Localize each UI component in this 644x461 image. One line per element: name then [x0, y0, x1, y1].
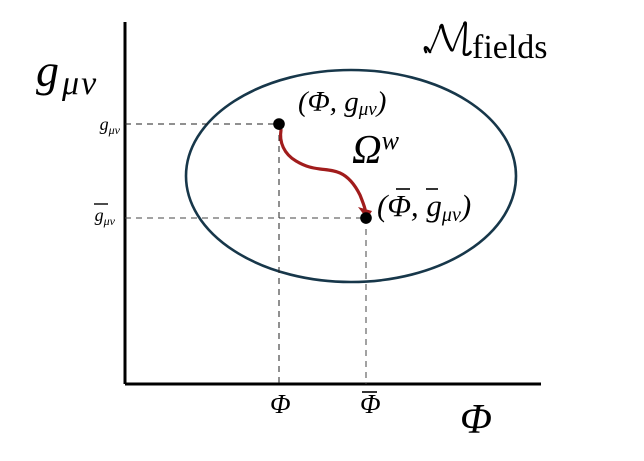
svg-text:Ωw: Ωw	[352, 126, 400, 172]
svg-text:Φ: Φ	[360, 389, 381, 419]
svg-text:Φ: Φ	[460, 397, 492, 443]
svg-text:gμν: gμν	[95, 205, 116, 228]
svg-text:(Φ, gμν): (Φ, gμν)	[298, 86, 386, 120]
svg-text:fields: fields	[472, 29, 548, 66]
svg-text:gμν: gμν	[36, 45, 98, 102]
svg-text:gμν: gμν	[100, 114, 121, 137]
svg-text:Φ: Φ	[270, 389, 291, 419]
svg-text:(Φ, gμν): (Φ, gμν)	[377, 188, 471, 226]
